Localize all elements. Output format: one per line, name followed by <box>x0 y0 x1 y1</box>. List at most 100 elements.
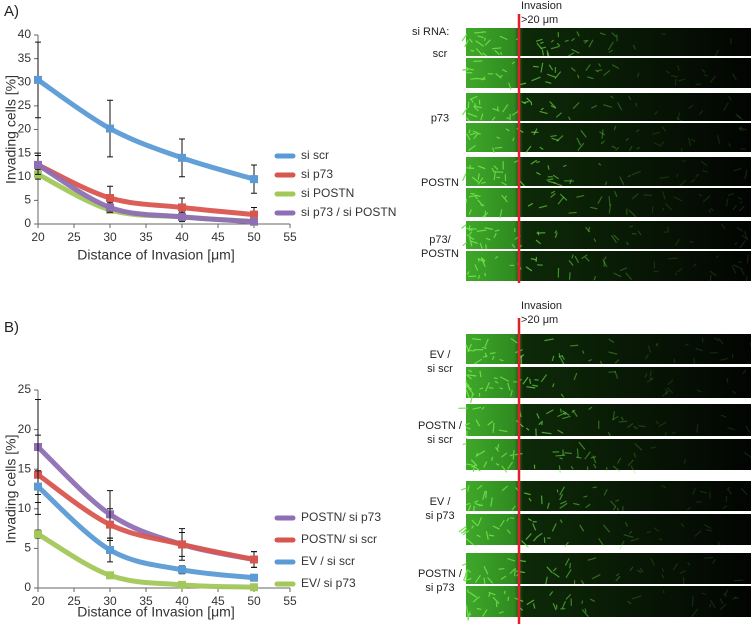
cell-texture <box>468 194 478 198</box>
cell-texture <box>482 346 487 349</box>
legend-label: si p73 / si POSTN <box>301 205 396 219</box>
cell-texture <box>473 132 479 140</box>
cell-texture <box>736 226 744 232</box>
cell-texture <box>545 81 552 84</box>
cell-texture <box>602 524 611 533</box>
cell-texture <box>585 64 591 71</box>
legend-label: EV / si scr <box>301 554 355 568</box>
cell-texture <box>652 131 660 135</box>
cell-texture <box>501 465 508 473</box>
cell-texture <box>498 429 508 433</box>
cell-texture <box>511 61 515 65</box>
cell-texture <box>466 612 469 621</box>
cell-texture <box>501 194 508 203</box>
cell-texture <box>724 589 729 596</box>
cell-texture <box>548 64 554 71</box>
micrograph <box>466 439 751 470</box>
row-label: POSTN / <box>418 568 463 580</box>
cell-texture <box>593 275 597 281</box>
cell-texture <box>671 75 679 78</box>
cell-texture <box>500 575 507 580</box>
cell-texture <box>462 571 468 581</box>
cell-texture <box>627 174 632 178</box>
cell-texture <box>636 72 640 78</box>
cell-texture <box>559 502 568 509</box>
cell-texture <box>555 454 566 457</box>
cell-texture <box>733 167 742 172</box>
cell-texture <box>507 382 511 391</box>
cell-texture <box>557 411 567 418</box>
cell-texture <box>473 505 475 512</box>
cell-texture <box>742 369 747 375</box>
cell-texture <box>475 48 483 56</box>
cell-texture <box>484 352 488 358</box>
x-tick-label: 20 <box>31 230 45 244</box>
cell-texture <box>698 193 703 197</box>
legend-label: POSTN/ si p73 <box>301 510 381 524</box>
x-tick-label: 25 <box>67 594 81 608</box>
invasion-label: >20 μm <box>521 14 558 26</box>
cell-texture <box>716 135 721 144</box>
cell-texture <box>504 195 508 199</box>
cell-texture <box>608 204 612 214</box>
cell-texture <box>728 143 732 147</box>
cell-texture <box>676 112 681 121</box>
cell-texture <box>461 34 468 42</box>
cell-texture <box>525 427 530 431</box>
cell-texture <box>710 599 716 609</box>
x-tick-label: 30 <box>103 594 117 608</box>
cell-texture <box>538 421 542 426</box>
cell-texture <box>469 38 473 43</box>
cell-texture <box>587 76 594 80</box>
cell-texture <box>514 568 516 577</box>
cell-texture <box>585 226 591 233</box>
cell-texture <box>462 563 467 566</box>
cell-texture <box>735 113 744 121</box>
cell-texture <box>678 78 686 82</box>
point <box>34 75 42 84</box>
cell-texture <box>525 145 532 153</box>
cell-texture <box>532 603 536 609</box>
cell-texture <box>470 459 478 467</box>
cell-texture <box>549 591 554 596</box>
cell-texture <box>488 534 495 537</box>
cell-texture <box>661 484 667 489</box>
cell-texture <box>627 600 632 605</box>
cell-texture <box>468 613 472 616</box>
cell-texture <box>468 129 471 134</box>
cell-texture <box>601 129 604 139</box>
cell-texture <box>635 129 640 133</box>
cell-texture <box>527 202 534 207</box>
cell-texture <box>469 95 478 101</box>
cell-texture <box>612 411 616 420</box>
cell-texture <box>510 389 513 397</box>
cell-texture <box>720 357 728 361</box>
cell-texture <box>462 173 467 182</box>
cell-texture <box>719 598 724 605</box>
series-line <box>35 531 257 590</box>
cell-texture <box>539 146 544 150</box>
cell-texture <box>740 487 748 496</box>
cell-texture <box>564 558 570 566</box>
row-label: si scr <box>427 363 453 375</box>
point <box>106 520 114 529</box>
cell-texture <box>525 266 533 272</box>
cell-texture <box>613 272 622 278</box>
cell-texture <box>485 490 487 499</box>
cell-texture <box>624 522 629 527</box>
cell-texture <box>552 572 560 578</box>
cell-texture <box>521 100 527 105</box>
point <box>178 580 186 589</box>
cell-texture <box>598 162 602 166</box>
image-header: si RNA: <box>412 26 449 38</box>
cell-texture <box>491 456 494 461</box>
x-tick-label: 30 <box>103 230 117 244</box>
cell-texture <box>559 486 565 496</box>
cell-texture <box>485 531 489 540</box>
cell-texture <box>536 532 543 538</box>
cell-texture <box>466 463 473 466</box>
cell-texture <box>699 490 708 494</box>
cell-texture <box>473 106 479 112</box>
cell-texture <box>527 518 532 522</box>
cell-texture <box>479 387 484 390</box>
